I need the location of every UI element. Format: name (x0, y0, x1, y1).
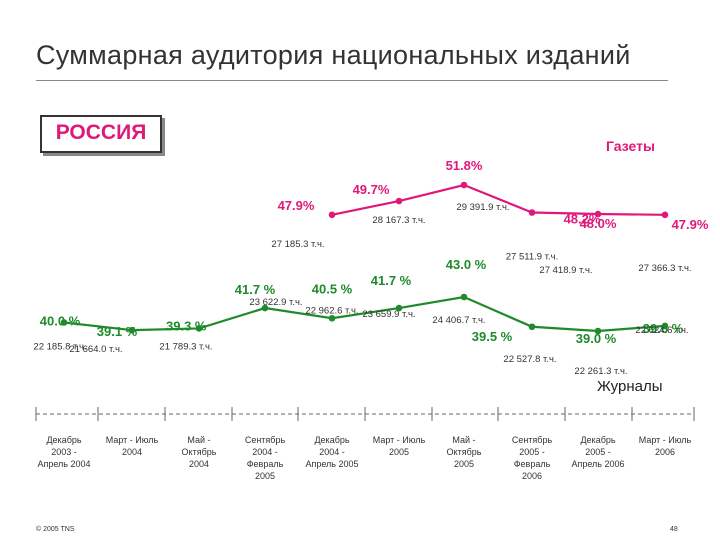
magazines-percent-label: 39.0 % (576, 331, 617, 346)
magazines-point (60, 319, 68, 326)
x-category-label: Декабрь 2005 -Апрель 2006 (571, 435, 624, 469)
newspapers-thousands-label: 29 391.9 т.ч. (456, 202, 509, 213)
x-category-label: Декабрь 2003 -Апрель 2004 (37, 435, 90, 469)
magazines-percent-label: 41.7 % (235, 282, 276, 297)
newspapers-thousands-label: 27 366.3 т.ч. (638, 263, 691, 274)
newspapers-percent-label: 48.2% (564, 212, 601, 227)
magazines-point (661, 322, 669, 330)
slide-title: Суммарная аудитория национальных изданий (36, 40, 631, 70)
magazines-point (128, 326, 136, 334)
newspapers-series-label: Газеты (606, 138, 655, 154)
title-divider (36, 80, 668, 81)
newspapers-line (331, 183, 666, 216)
x-category-label: Декабрь 2004 -Апрель 2005 (305, 435, 358, 469)
magazines-percent-label: 41.7 % (371, 273, 412, 288)
newspapers-thousands-label: 27 418.9 т.ч. (539, 265, 592, 276)
magazines-line (63, 295, 666, 333)
magazines-percent-label: 39.6 % (643, 321, 684, 336)
newspapers-percent-label: 47.9% (672, 217, 709, 232)
region-label: РОССИЯ (55, 121, 147, 144)
newspapers-percent-label: 49.7% (353, 182, 390, 197)
newspapers-point (594, 210, 602, 218)
newspapers-percent-label: 47.9% (278, 198, 315, 213)
x-category-label: Сентябрь 2004 -Февраль 2005 (245, 435, 286, 481)
newspapers-series: 47.9% 27 185.3 т.ч. 49.7% 28 167.3 т.ч. 51.8… (271, 138, 708, 276)
timeline-axis: Декабрь 2003 -Апрель 2004 Март - Июль 2004 М… (35, 407, 695, 481)
x-category-label: Сентябрь 2005 -Февраль 2006 (512, 435, 553, 481)
newspapers-percent-label: 51.8% (446, 158, 483, 173)
magazines-series-label: Журналы (597, 378, 663, 395)
magazines-point (328, 314, 336, 322)
magazines-series: 40.0 % 22 185.8 т.ч. 39.1 % 21 664.0 т.ч. 39… (33, 257, 688, 395)
magazines-thousands-label: 23 659.9 т.ч. (362, 309, 415, 320)
newspapers-point (661, 211, 669, 219)
newspapers-point (395, 197, 403, 205)
newspapers-thousands-label: 27 185.3 т.ч. (271, 239, 324, 250)
magazines-thousands-label: 22 527.8 т.ч. (503, 354, 556, 365)
newspapers-percent-label: 48.0% (580, 216, 617, 231)
magazines-thousands-label: 22 962.6 т.ч. (305, 305, 358, 316)
magazines-thousands-label: 22 624.6 т.ч. (635, 325, 688, 336)
x-category-label: Май -Октябрь 2004 (182, 435, 217, 469)
x-category-label: Май -Октябрь 2005 (447, 435, 482, 469)
newspapers-thousands-label: 28 167.3 т.ч. (372, 215, 425, 226)
newspapers-point (460, 181, 468, 189)
magazines-thousands-label: 23 622.9 т.ч. (249, 297, 302, 308)
magazines-thousands-label: 22 261.3 т.ч. (574, 366, 627, 377)
newspapers-thousands-label: 27 511.9 т.ч. (506, 252, 558, 263)
magazines-thousands-label: 21 664.0 т.ч. (69, 344, 122, 355)
magazines-point (395, 304, 403, 312)
footer-copyright: © 2005 TNS (36, 526, 75, 533)
magazines-percent-label: 39.3 % (166, 318, 207, 333)
magazines-percent-label: 40.0 % (40, 314, 81, 329)
magazines-percent-label: 39.5 % (472, 329, 513, 344)
page-number: 48 (670, 526, 678, 533)
magazines-point (195, 325, 203, 332)
magazines-point (594, 327, 602, 335)
magazines-point (261, 304, 269, 312)
region-box: РОССИЯ (40, 115, 162, 153)
x-category-label: Март - Июль 2006 (639, 435, 692, 457)
magazines-thousands-label: 21 789.3 т.ч. (159, 341, 212, 352)
magazines-thousands-label: 22 185.8 т.ч. (33, 342, 86, 353)
magazines-percent-label: 40.5 % (312, 281, 353, 296)
magazines-thousands-label: 24 406.7 т.ч. (432, 315, 485, 326)
magazines-percent-label: 39.1 % (97, 324, 138, 339)
newspapers-point (528, 209, 536, 216)
newspapers-point (328, 211, 336, 219)
x-category-label: Март - Июль 2004 (106, 435, 159, 457)
magazines-percent-label: 43.0 % (446, 257, 487, 272)
x-category-label: Март - Июль 2005 (373, 435, 426, 457)
magazines-point (528, 323, 536, 331)
magazines-point (460, 293, 468, 301)
